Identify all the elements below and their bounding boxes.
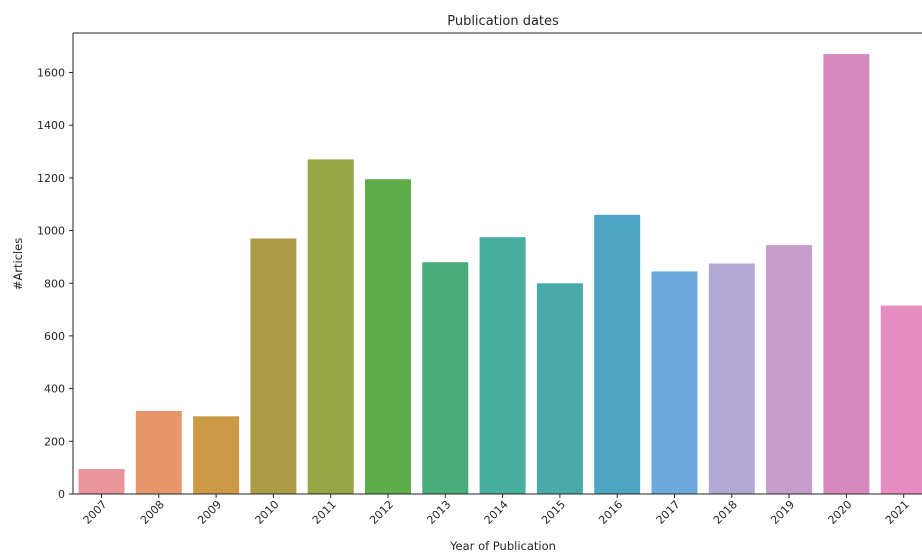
bar-2010 <box>250 238 297 494</box>
y-tick-label: 1600 <box>37 67 65 80</box>
y-tick-label: 800 <box>44 277 65 290</box>
bar-2021 <box>880 305 922 494</box>
x-tick-label: 2014 <box>482 498 511 527</box>
x-tick-label: 2020 <box>826 498 855 527</box>
x-tick-label: 2013 <box>424 498 453 527</box>
x-tick-label: 2008 <box>138 498 167 527</box>
bar-2014 <box>479 237 526 494</box>
x-tick-label: 2007 <box>81 498 110 527</box>
bar-2013 <box>422 262 469 494</box>
x-axis-ticks: 2007 2008 2009 2010 2011 2012 2013 2014 2015 2016… <box>81 494 912 527</box>
y-tick-label: 1000 <box>37 225 65 238</box>
y-tick-label: 200 <box>44 435 65 448</box>
bar-2019 <box>766 245 813 494</box>
x-tick-label: 2011 <box>310 498 339 527</box>
y-axis-ticks: 0 200 400 600 800 1000 1200 1400 1600 <box>37 67 73 501</box>
bar-2015 <box>536 283 583 494</box>
x-tick-label: 2012 <box>367 498 396 527</box>
y-tick-label: 1400 <box>37 119 65 132</box>
y-tick-label: 600 <box>44 330 65 343</box>
x-axis-label: Year of Publication <box>449 539 556 552</box>
x-tick-label: 2019 <box>768 498 797 527</box>
bar-2008 <box>135 411 182 494</box>
bar-2009 <box>193 416 240 494</box>
y-tick-label: 0 <box>58 488 65 501</box>
x-tick-label: 2018 <box>711 498 740 527</box>
x-tick-label: 2021 <box>883 498 912 527</box>
bar-2017 <box>651 271 698 494</box>
x-tick-label: 2016 <box>596 498 625 527</box>
bar-2012 <box>365 179 411 494</box>
bar-2018 <box>708 263 755 494</box>
x-tick-label: 2009 <box>195 498 224 527</box>
y-axis-label: #Articles <box>11 238 25 291</box>
bar-2007 <box>78 469 125 494</box>
x-tick-label: 2017 <box>654 498 683 527</box>
x-tick-label: 2015 <box>539 498 568 527</box>
bars-group <box>78 54 922 495</box>
bar-2011 <box>307 159 354 494</box>
y-tick-label: 400 <box>44 383 65 396</box>
bar-2020 <box>823 54 870 494</box>
x-tick-label: 2010 <box>253 498 282 527</box>
y-tick-label: 1200 <box>37 172 65 185</box>
chart-title: Publication dates <box>447 14 559 29</box>
bar-2016 <box>594 214 641 495</box>
